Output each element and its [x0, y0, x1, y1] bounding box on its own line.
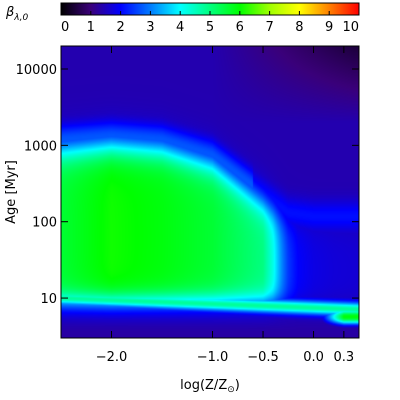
- y-axis-ticks: 10 100 1000 10000: [16, 63, 359, 307]
- y-axis-label: Age [Myr]: [4, 160, 19, 224]
- colorbar-tick-label: 10: [342, 20, 359, 35]
- plot-area: −2.0 −1.0 −0.5 0.0 0.3 10 100 1000 10000: [16, 45, 360, 365]
- x-axis-label: log(Z/Z⊙): [180, 378, 240, 395]
- colorbar-label-subscript: λ,0: [13, 13, 28, 23]
- y-axis-label-unit: [Myr]: [4, 160, 19, 194]
- colorbar-tick-label: 7: [265, 20, 273, 35]
- x-axis-ticks: −2.0 −1.0 −0.5 0.0 0.3: [96, 46, 354, 365]
- heatmap-image: [61, 46, 359, 338]
- colorbar-tick-label: 6: [236, 20, 244, 35]
- y-axis-tick-label: 1000: [24, 139, 57, 154]
- colorbar-tick-label: 9: [325, 20, 333, 35]
- colorbar-tick-label: 0: [61, 20, 69, 35]
- plot-frame: [60, 45, 360, 339]
- x-axis-tick-label: 0.0: [303, 350, 324, 365]
- colorbar-tick-label: 2: [116, 20, 124, 35]
- x-axis-label-close: ): [235, 378, 240, 393]
- colorbar-ticks: 0 1 2 3 4 5 6 7 8 9 10: [60, 11, 360, 35]
- colorbar-tick-label: 5: [206, 20, 214, 35]
- colorbar-label-main: β: [5, 5, 14, 20]
- x-axis-tick-label: 0.3: [334, 350, 355, 365]
- colorbar-tick-label: 3: [146, 20, 154, 35]
- x-axis-tick-label: −2.0: [96, 350, 128, 365]
- colorbar-tick-label: 1: [87, 20, 95, 35]
- y-axis-tick-label: 100: [32, 216, 57, 231]
- x-axis-tick-label: −1.0: [197, 350, 229, 365]
- x-axis-label-main: log(Z/Z: [180, 378, 227, 393]
- y-axis-tick-label: 10000: [16, 63, 57, 78]
- y-axis-label-main: Age: [4, 199, 19, 224]
- y-axis-tick-label: 10: [40, 292, 57, 307]
- colorbar-label: βλ,0: [5, 5, 28, 23]
- x-axis-label-subscript: ⊙: [227, 385, 235, 395]
- colorbar: βλ,0 0 1 2 3 4 5 6 7 8 9 10: [5, 2, 360, 35]
- x-axis-tick-label: −0.5: [247, 350, 279, 365]
- colorbar-tick-label: 8: [295, 20, 303, 35]
- colorbar-tick-label: 4: [176, 20, 184, 35]
